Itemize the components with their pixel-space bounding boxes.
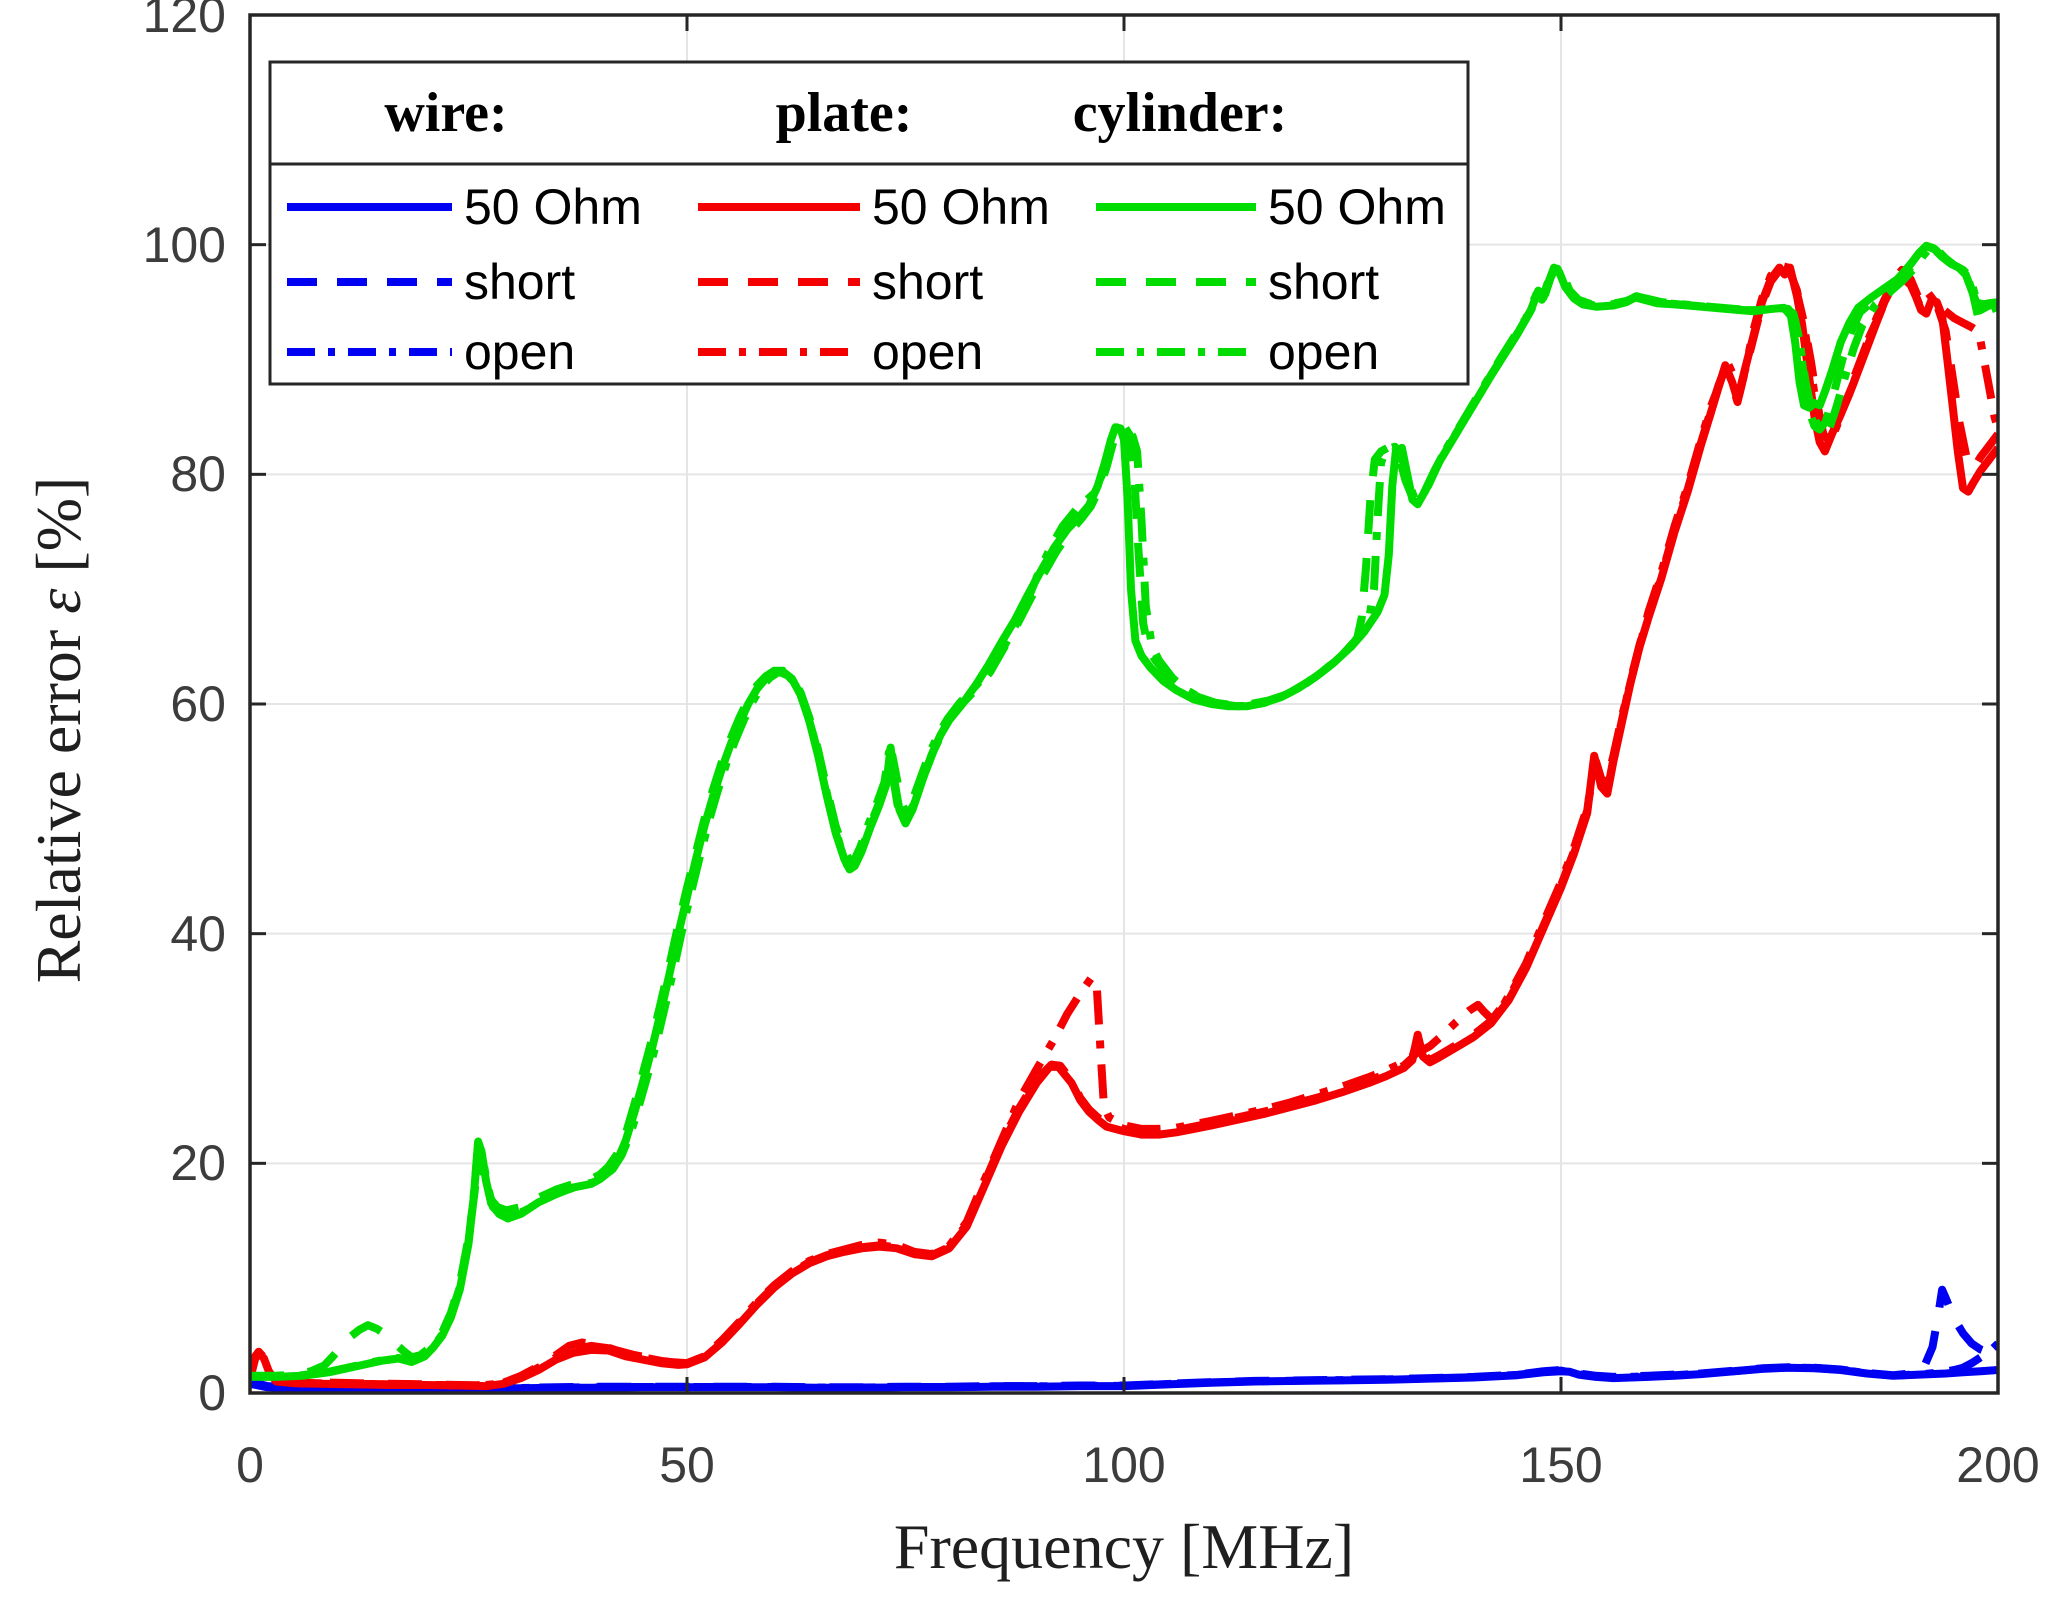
y-axis-title: Relative error ε [%] bbox=[23, 477, 94, 984]
legend-label-cylinder-50ohm: 50 Ohm bbox=[1268, 179, 1446, 235]
legend-label-plate-open: open bbox=[872, 324, 983, 380]
data-curves bbox=[250, 241, 1998, 1393]
legend-label-cylinder-short: short bbox=[1268, 254, 1379, 310]
y-tick-label: 80 bbox=[170, 446, 226, 502]
legend-label-wire-short: short bbox=[464, 254, 575, 310]
x-tick-label: 50 bbox=[659, 1437, 715, 1493]
x-axis-title: Frequency [MHz] bbox=[894, 1511, 1354, 1582]
series-wire-short bbox=[250, 1285, 1998, 1393]
x-tick-label: 200 bbox=[1956, 1437, 2039, 1493]
legend-box bbox=[268, 60, 1470, 386]
series-cylinder-open bbox=[250, 243, 1998, 1381]
y-tick-label: 100 bbox=[143, 217, 226, 273]
legend: wire: plate: cylinder: 50 Ohm short open… bbox=[268, 60, 1470, 386]
legend-header-plate: plate: bbox=[776, 82, 913, 144]
y-tick-label: 120 bbox=[143, 0, 226, 43]
legend-label-plate-short: short bbox=[872, 254, 983, 310]
x-tick-label: 100 bbox=[1082, 1437, 1165, 1493]
legend-label-cylinder-open: open bbox=[1268, 324, 1379, 380]
y-tick-label: 60 bbox=[170, 676, 226, 732]
y-tick-label: 0 bbox=[198, 1365, 226, 1421]
series-wire-open bbox=[250, 1340, 1998, 1393]
svg-text:Relative error ε [%]: Relative error ε [%] bbox=[23, 477, 94, 984]
legend-label-wire-open: open bbox=[464, 324, 575, 380]
legend-label-plate-50ohm: 50 Ohm bbox=[872, 179, 1050, 235]
tick-marks bbox=[248, 13, 2000, 1395]
y-tick-label: 40 bbox=[170, 906, 226, 962]
y-tick-label: 20 bbox=[170, 1135, 226, 1191]
legend-header-wire: wire: bbox=[384, 82, 507, 144]
x-tick-label: 0 bbox=[236, 1437, 264, 1493]
x-tick-labels: 0 50 100 150 200 bbox=[236, 1437, 2040, 1493]
y-tick-labels: 0 20 40 60 80 100 120 bbox=[143, 0, 226, 1421]
legend-header-cylinder: cylinder: bbox=[1073, 82, 1288, 144]
legend-label-wire-50ohm: 50 Ohm bbox=[464, 179, 642, 235]
x-tick-label: 150 bbox=[1519, 1437, 1602, 1493]
